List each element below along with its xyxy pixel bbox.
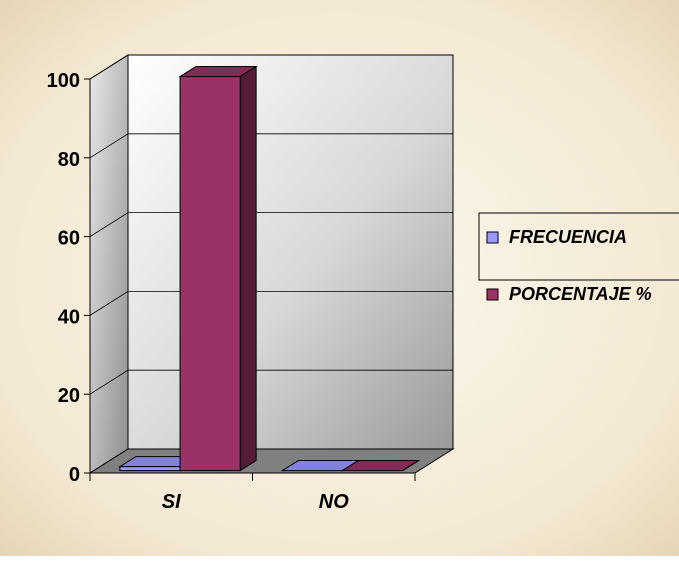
bar-front — [179, 76, 241, 472]
legend-box — [478, 212, 679, 281]
legend-label: FRECUENCIA — [509, 227, 627, 247]
bar-porcentaje-no — [340, 460, 421, 472]
x-tick-label: SI — [162, 491, 181, 513]
gridline — [89, 54, 453, 80]
y-tick-label: 20 — [58, 385, 80, 407]
y-tick-label: 40 — [58, 306, 80, 328]
x-tick-label: NO — [319, 491, 349, 513]
gridline — [89, 133, 453, 159]
legend-label: PORCENTAJE % — [509, 284, 652, 304]
gridline — [89, 369, 453, 395]
bar-porcentaje-si — [178, 65, 258, 472]
gridline — [89, 212, 453, 237]
bar-side — [402, 460, 419, 472]
gridline — [89, 290, 453, 316]
legend-swatch — [486, 288, 499, 301]
legend-swatch — [486, 231, 499, 244]
bar-front — [119, 466, 181, 472]
y-tick-label: 80 — [58, 149, 80, 171]
back-wall — [127, 54, 454, 450]
y-tick-label: 0 — [69, 464, 80, 486]
y-tick-label: 60 — [58, 228, 80, 250]
y-tick-label: 100 — [47, 70, 80, 92]
side-wall — [89, 54, 129, 474]
bar-side — [239, 65, 257, 472]
